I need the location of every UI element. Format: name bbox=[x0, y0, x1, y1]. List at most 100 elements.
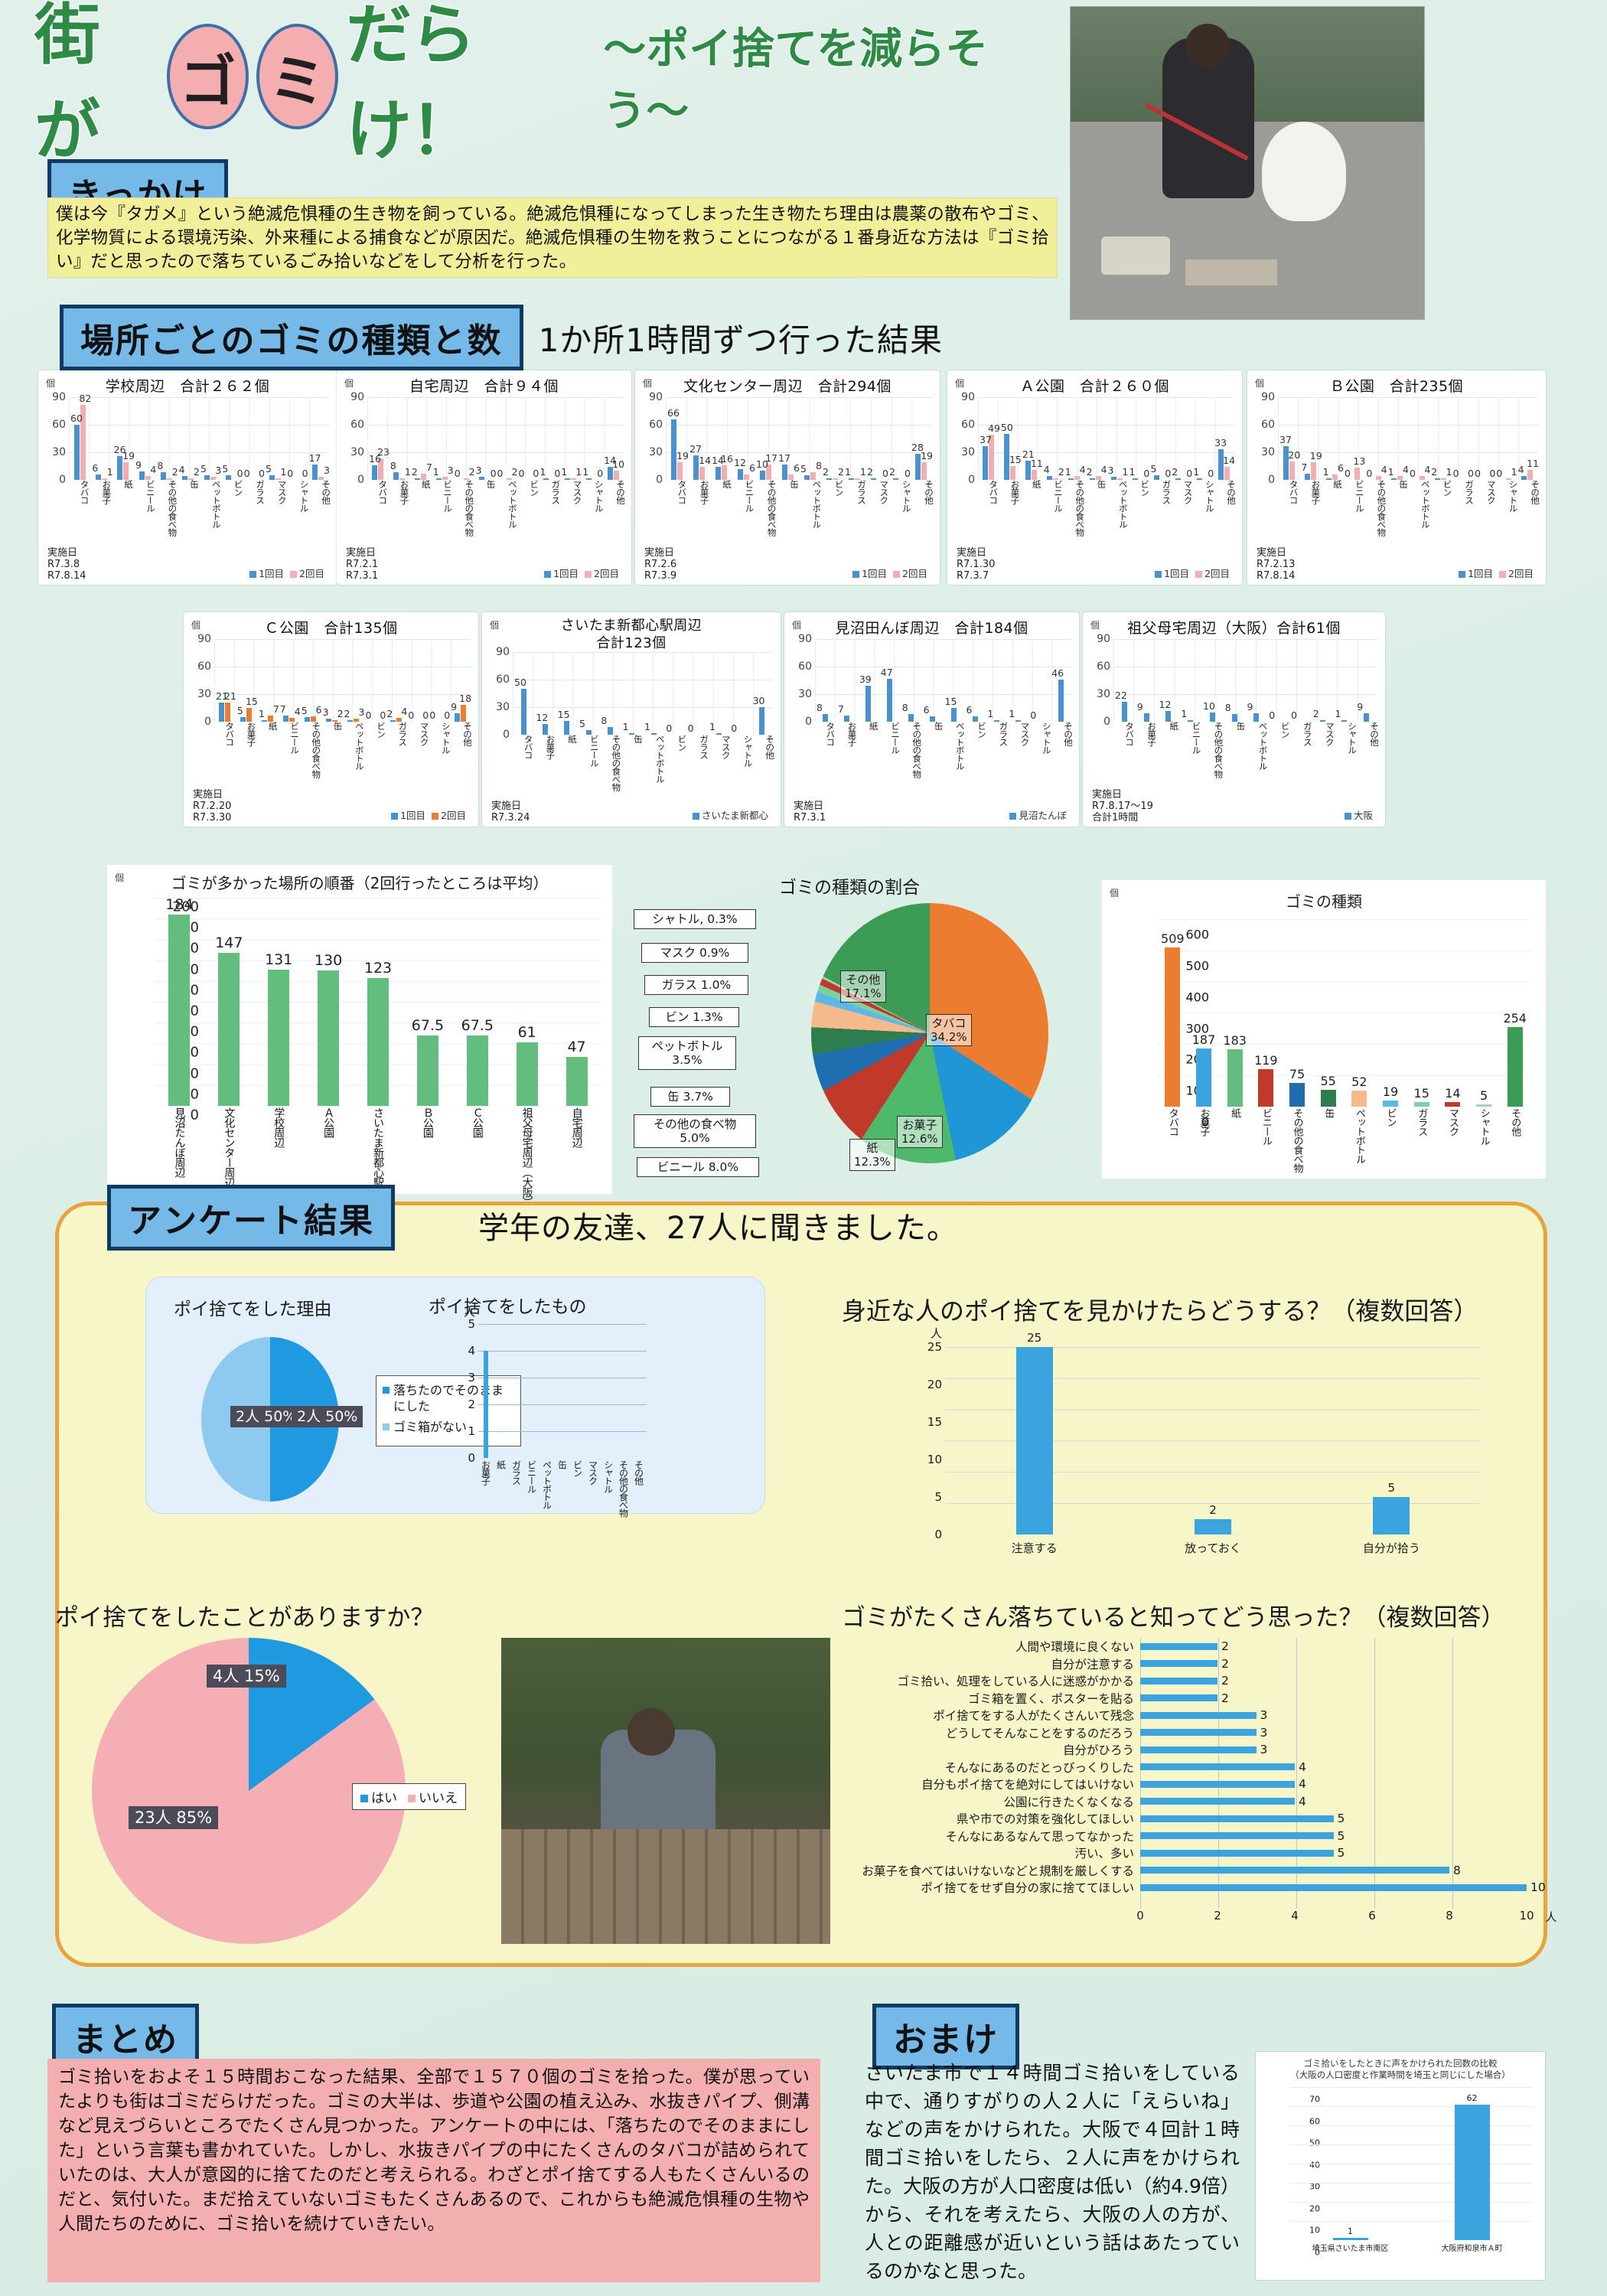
category-cell: 見沼たんぼ周辺 bbox=[155, 1107, 204, 1207]
bar-value-label: 0 bbox=[1165, 468, 1172, 479]
bar-value-label: 0 bbox=[408, 709, 415, 721]
bar-value-label: 0 bbox=[1474, 468, 1481, 479]
bar-series-2 bbox=[1354, 468, 1360, 480]
bar-value-label: 0 bbox=[554, 468, 561, 479]
bar-value-label: 33 bbox=[1214, 437, 1227, 449]
y-axis-unit: 人 bbox=[463, 1305, 475, 1319]
bar-group: 9 bbox=[1136, 639, 1158, 722]
y-tick-label: 90 bbox=[496, 646, 510, 658]
category-label: 缶 bbox=[189, 480, 200, 488]
bar-series-2 bbox=[460, 705, 466, 722]
bar-value-label: 5 bbox=[1337, 1846, 1345, 1861]
category-label: 缶 bbox=[788, 480, 800, 488]
bar-series-2 bbox=[1074, 476, 1081, 480]
category-label: お菓子 bbox=[1198, 1108, 1210, 1136]
bar-series-2 bbox=[677, 462, 683, 480]
category-label: 紙 bbox=[1332, 480, 1344, 488]
bar-series-1 bbox=[95, 474, 101, 480]
bar-series-2 bbox=[442, 477, 448, 480]
bar-series-1 bbox=[671, 419, 676, 480]
category-label: お菓子 bbox=[545, 735, 556, 759]
gomi-row-label: お菓子を食べてはいけないなどと規制を厳しくする bbox=[862, 1864, 1134, 1878]
bar-series-1 bbox=[1217, 449, 1224, 480]
category-label: 文化センター周辺 bbox=[223, 1107, 236, 1187]
bar-series-1 bbox=[1132, 478, 1138, 480]
location-chart-title: 自宅周辺 合計９４個 bbox=[409, 378, 559, 395]
mikake-bar bbox=[1373, 1497, 1410, 1534]
pie-callout-label: ビン 1.3% bbox=[649, 1007, 739, 1027]
chart-y-axis: 0 30 60 90 bbox=[41, 391, 67, 486]
legend-swatch-icon bbox=[893, 571, 901, 578]
reason-chart-title: ポイ捨てをした理由 bbox=[174, 1300, 332, 1319]
bar-value-label: 61 bbox=[517, 1024, 536, 1042]
x-tick-label: 10 bbox=[1519, 1909, 1534, 1923]
category-label: タバコ bbox=[988, 480, 999, 504]
category-cell: ビン bbox=[366, 722, 387, 792]
chart-unit: 個 bbox=[490, 620, 500, 631]
category-cell: お菓子 bbox=[478, 1460, 494, 1517]
bar-series-1 bbox=[1283, 445, 1289, 480]
ranking-chart-card: 個 ゴミが多かった場所の順番（2回行ったところは平均） 020406080100… bbox=[107, 865, 612, 1207]
y-tick-label: 90 bbox=[798, 633, 812, 645]
gomi-bar-wrap: 2 bbox=[1140, 1672, 1553, 1690]
bar-series-2 bbox=[744, 474, 749, 480]
chart-y-axis: 0 30 60 90 bbox=[187, 633, 213, 728]
bar-value-label: 1 bbox=[106, 466, 113, 478]
category-cell: その他の食べ物 bbox=[616, 1460, 631, 1517]
gomi-bar bbox=[1140, 1694, 1217, 1702]
category-label: その他 bbox=[633, 1460, 644, 1485]
bar-series-1 bbox=[564, 478, 570, 480]
bar-series-1 bbox=[782, 464, 787, 480]
omake-bar-group: 1 bbox=[1289, 2087, 1411, 2240]
y-tick-label: 0 bbox=[468, 1451, 475, 1465]
y-tick-label: 30 bbox=[649, 446, 663, 458]
types-bar bbox=[1165, 947, 1181, 1107]
bar-value-label: 8 bbox=[157, 460, 164, 472]
chart-plot: 0 30 60 90 50 12 15 5 8 1 1 0 0 1 0 30 bbox=[496, 646, 776, 741]
bar-value-label: 6 bbox=[923, 703, 930, 716]
bar-value-label: 2 bbox=[386, 707, 393, 719]
chart-category-labels: タバコ お菓子 紙 ビニール その他の食べ物 缶 ペットボトル ビン ガラス マスク シャトル その他 bbox=[513, 735, 776, 805]
bar-value-label: 1 bbox=[644, 721, 650, 732]
bar-value-label: 6 bbox=[1338, 461, 1344, 474]
gomi-row-label: どうしてそんなことをするのだろう bbox=[945, 1726, 1134, 1740]
gomi-row: 自分が注意する 2 bbox=[842, 1655, 1553, 1673]
chart-date-note: 実施日 R7.3.24 bbox=[491, 801, 530, 823]
category-cell: シャトル bbox=[431, 722, 452, 792]
category-label: 紙 bbox=[1169, 722, 1180, 730]
bar-value-label: 0 bbox=[518, 468, 525, 479]
bar-value-label: 0 bbox=[1186, 468, 1193, 479]
photo-litter-2 bbox=[1185, 259, 1277, 285]
bar-value-label: 3 bbox=[358, 706, 365, 719]
legend-item: 2回目 bbox=[585, 566, 619, 580]
bar-series-1 bbox=[1391, 478, 1397, 480]
bar-group: 1 bbox=[1334, 639, 1356, 722]
category-cell: ペットボトル bbox=[344, 722, 366, 792]
category-cell: 自宅周辺 bbox=[552, 1107, 601, 1207]
category-label: ビン bbox=[833, 480, 845, 496]
thing-category-labels: お菓子紙ガラス ビニール ペットボトル缶ビン マスク シャトル その他の食べ物 その他 bbox=[478, 1460, 647, 1517]
types-bar bbox=[1320, 1089, 1336, 1107]
category-label: Ｃ公園 bbox=[471, 1107, 484, 1137]
bar-group: 0 bbox=[1289, 639, 1312, 722]
bar-value-label: 1 bbox=[622, 721, 629, 732]
types-gridlines bbox=[1157, 919, 1530, 1107]
y-tick-label: 60 bbox=[52, 419, 66, 431]
bar-group: 7 bbox=[836, 639, 858, 722]
chart-gridlines bbox=[69, 397, 329, 480]
bar-value-label: 0 bbox=[236, 468, 243, 479]
bar-series-1 bbox=[826, 478, 832, 480]
gomi-row-label: ゴミ箱を置く、ポスターを貼る bbox=[967, 1691, 1134, 1706]
category-cell: マスク bbox=[868, 480, 890, 550]
category-label: マスク bbox=[1485, 480, 1497, 504]
bar-value-label: 6 bbox=[794, 461, 800, 474]
y-tick-label: 60 bbox=[496, 673, 510, 686]
matome-body-text: ゴミ拾いをおよそ１５時間おこなった結果、全部で１５７０個のゴミを拾った。僕が思っ… bbox=[58, 2067, 810, 2234]
bar-value-label: 2 bbox=[411, 465, 418, 478]
types-category-labels: タバコ お菓子 紙 ビニール その他の食べ物 缶 ペットボトル ビン ガラス マスク シャトル その他 bbox=[1157, 1108, 1530, 1172]
category-cell: ペットボトル bbox=[1247, 722, 1269, 792]
